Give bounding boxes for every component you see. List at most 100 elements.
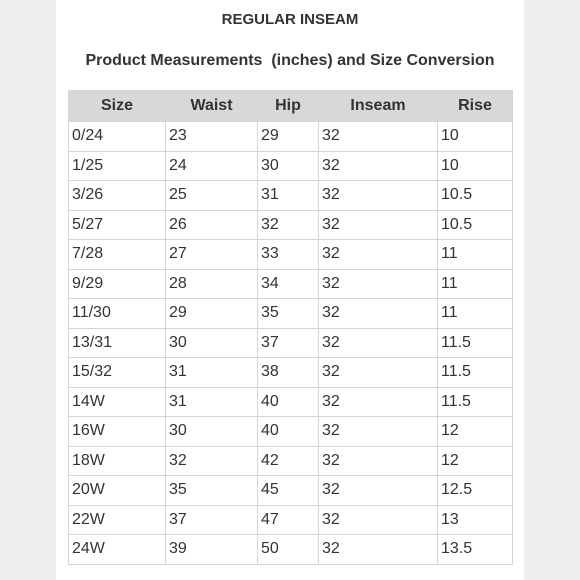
cell-size: 20W: [68, 475, 166, 506]
cell-hip: 38: [257, 357, 319, 388]
cell-rise: 11: [437, 239, 513, 270]
cell-hip: 35: [257, 298, 319, 329]
cell-rise: 11.5: [437, 327, 513, 358]
cell-hip: 47: [257, 504, 319, 535]
cell-hip: 45: [257, 475, 319, 506]
cell-rise: 11: [437, 268, 513, 299]
cell-rise: 11: [437, 298, 513, 329]
cell-rise: 13: [437, 504, 513, 535]
cell-waist: 35: [165, 475, 258, 506]
cell-inseam: 32: [318, 209, 438, 240]
cell-size: 3/26: [68, 180, 166, 211]
cell-size: 13/31: [68, 327, 166, 358]
cell-size: 5/27: [68, 209, 166, 240]
cell-size: 1/25: [68, 150, 166, 181]
cell-waist: 29: [165, 298, 258, 329]
cell-hip: 40: [257, 416, 319, 447]
cell-rise: 12: [437, 416, 513, 447]
cell-inseam: 32: [318, 475, 438, 506]
cell-waist: 31: [165, 386, 258, 417]
header-inseam: Inseam: [318, 90, 438, 122]
cell-waist: 37: [165, 504, 258, 535]
cell-size: 16W: [68, 416, 166, 447]
table-row: 3/26 25 31 32 10.5: [68, 180, 513, 211]
header-hip: Hip: [257, 90, 319, 122]
cell-hip: 37: [257, 327, 319, 358]
size-chart-page: REGULAR INSEAM Product Measurements (inc…: [56, 0, 524, 580]
cell-size: 22W: [68, 504, 166, 535]
cell-hip: 32: [257, 209, 319, 240]
cell-rise: 10: [437, 121, 513, 152]
cell-rise: 12: [437, 445, 513, 476]
cell-inseam: 32: [318, 239, 438, 270]
cell-size: 11/30: [68, 298, 166, 329]
table-row: 14W 31 40 32 11.5: [68, 386, 513, 417]
cell-size: 18W: [68, 445, 166, 476]
cell-size: 0/24: [68, 121, 166, 152]
cell-hip: 42: [257, 445, 319, 476]
cell-inseam: 32: [318, 298, 438, 329]
cell-waist: 31: [165, 357, 258, 388]
cell-inseam: 32: [318, 150, 438, 181]
cell-rise: 11.5: [437, 386, 513, 417]
cell-rise: 10.5: [437, 180, 513, 211]
cell-waist: 39: [165, 534, 258, 565]
cell-inseam: 32: [318, 357, 438, 388]
cell-waist: 28: [165, 268, 258, 299]
table-row: 18W 32 42 32 12: [68, 445, 513, 476]
cell-inseam: 32: [318, 416, 438, 447]
cell-inseam: 32: [318, 534, 438, 565]
cell-size: 15/32: [68, 357, 166, 388]
header-size: Size: [68, 90, 166, 122]
cell-hip: 40: [257, 386, 319, 417]
cell-waist: 27: [165, 239, 258, 270]
cell-rise: 12.5: [437, 475, 513, 506]
cell-waist: 30: [165, 416, 258, 447]
cell-hip: 31: [257, 180, 319, 211]
cell-size: 24W: [68, 534, 166, 565]
table-row: 0/24 23 29 32 10: [68, 121, 513, 152]
header-waist: Waist: [165, 90, 258, 122]
table-row: 20W 35 45 32 12.5: [68, 475, 513, 506]
cell-rise: 10.5: [437, 209, 513, 240]
table-row: 1/25 24 30 32 10: [68, 150, 513, 181]
cell-size: 14W: [68, 386, 166, 417]
table-row: 9/29 28 34 32 11: [68, 268, 513, 299]
cell-waist: 30: [165, 327, 258, 358]
page-subtitle: Product Measurements (inches) and Size C…: [85, 52, 495, 69]
cell-waist: 25: [165, 180, 258, 211]
cell-rise: 11.5: [437, 357, 513, 388]
table-row: 16W 30 40 32 12: [68, 416, 513, 447]
size-conversion-table: Size Waist Hip Inseam Rise 0/24 23 29 32 10 1…: [68, 90, 513, 565]
cell-hip: 33: [257, 239, 319, 270]
table-row: 5/27 26 32 32 10.5: [68, 209, 513, 240]
cell-inseam: 32: [318, 445, 438, 476]
cell-rise: 13.5: [437, 534, 513, 565]
cell-inseam: 32: [318, 504, 438, 535]
table-row: 22W 37 47 32 13: [68, 504, 513, 535]
table-body: 0/24 23 29 32 10 1/25 24 30 32 10 3/26 25 31 32 10.5 5/…: [68, 121, 513, 565]
table-row: 24W 39 50 32 13.5: [68, 534, 513, 565]
cell-waist: 24: [165, 150, 258, 181]
cell-inseam: 32: [318, 268, 438, 299]
cell-hip: 30: [257, 150, 319, 181]
cell-hip: 29: [257, 121, 319, 152]
table-row: 13/31 30 37 32 11.5: [68, 327, 513, 358]
table-header-row: Size Waist Hip Inseam Rise: [68, 90, 513, 122]
cell-inseam: 32: [318, 386, 438, 417]
cell-inseam: 32: [318, 121, 438, 152]
cell-rise: 10: [437, 150, 513, 181]
table-row: 7/28 27 33 32 11: [68, 239, 513, 270]
cell-waist: 26: [165, 209, 258, 240]
table-row: 11/30 29 35 32 11: [68, 298, 513, 329]
page-title: REGULAR INSEAM: [221, 11, 359, 28]
cell-waist: 23: [165, 121, 258, 152]
cell-inseam: 32: [318, 180, 438, 211]
cell-inseam: 32: [318, 327, 438, 358]
cell-waist: 32: [165, 445, 258, 476]
table-row: 15/32 31 38 32 11.5: [68, 357, 513, 388]
cell-hip: 50: [257, 534, 319, 565]
cell-size: 9/29: [68, 268, 166, 299]
cell-hip: 34: [257, 268, 319, 299]
header-rise: Rise: [437, 90, 513, 122]
